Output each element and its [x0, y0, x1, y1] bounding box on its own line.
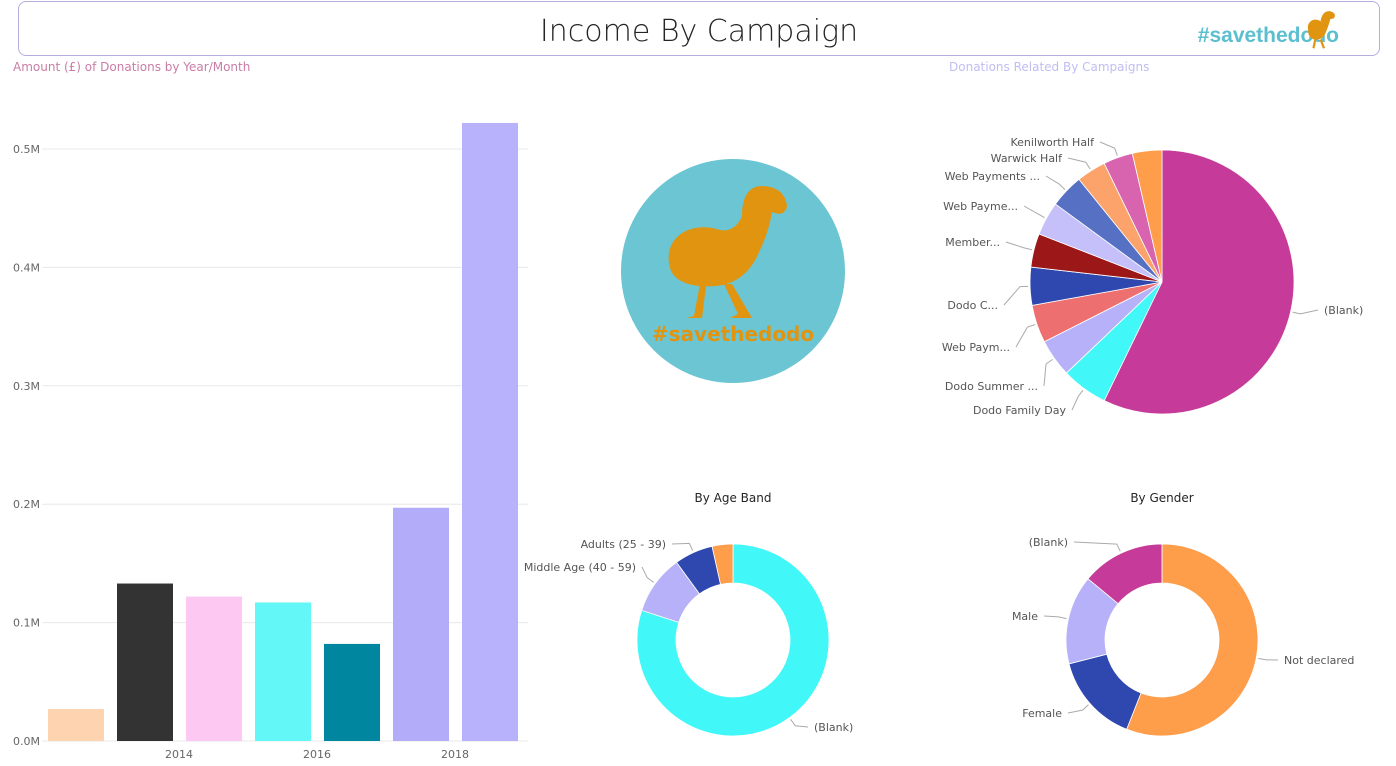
leader-line	[1015, 324, 1036, 348]
dodo-icon	[668, 186, 787, 318]
bar-2015	[186, 596, 242, 741]
slice-female	[1068, 653, 1142, 730]
slice-label: Adults (25 - 39)	[581, 538, 666, 551]
slice-not-declared	[1126, 543, 1259, 737]
slice-label: Member...	[945, 236, 1000, 249]
gender-title: By Gender	[1130, 491, 1194, 505]
leader-line	[671, 542, 694, 551]
slice-unlabeled	[1131, 149, 1163, 283]
leader-line	[1258, 657, 1279, 661]
leader-line	[790, 718, 809, 728]
page-title: Income By Campaign	[539, 14, 859, 49]
header-banner: Income By Campaign #savethedodo	[18, 1, 1380, 56]
logo-hashtag: #savethedodo	[652, 322, 814, 346]
pie-chart-label: Donations Related By Campaigns	[949, 60, 1150, 74]
y-tick-label: 0.3M	[13, 380, 40, 393]
leader-line	[1045, 175, 1066, 190]
campaigns-pie-chart: (Blank) Dodo Family Day Dodo Summer ... Web…	[942, 136, 1363, 417]
slice-label: Dodo Summer ...	[945, 380, 1038, 393]
bar-2017	[324, 643, 380, 741]
leader-line	[1005, 241, 1033, 251]
bar-2018	[393, 507, 449, 741]
slice-blank	[1087, 543, 1163, 605]
slice-blank	[636, 543, 830, 737]
leader-line	[1099, 141, 1118, 156]
slice-label: Web Payments ...	[945, 170, 1040, 183]
leader-line	[1043, 615, 1067, 620]
y-tick-label: 0.4M	[13, 261, 40, 274]
slice-label: Female	[1022, 707, 1062, 720]
slice-label: Web Paym...	[942, 341, 1010, 354]
y-tick-label: 0.2M	[13, 498, 40, 511]
slice-label: Dodo C...	[947, 299, 998, 312]
slice-label: Kenilworth Half	[1011, 136, 1096, 149]
age-band-title: By Age Band	[694, 491, 772, 505]
gender-donut-chart: Not declared Female Male (Blank)	[1012, 536, 1354, 737]
slice-label: Warwick Half	[991, 152, 1063, 165]
brand-hashtag: #savethedodo	[1197, 24, 1339, 47]
x-tick-label: 2014	[165, 748, 193, 761]
slice-label: Middle Age (40 - 59)	[524, 561, 636, 574]
slice-unlabeled	[711, 543, 734, 585]
leader-line	[641, 566, 655, 583]
leader-line	[1073, 541, 1121, 552]
leader-line	[1003, 285, 1029, 306]
x-tick-label: 2016	[303, 748, 331, 761]
slice-label: (Blank)	[814, 721, 853, 734]
slice-label: Web Payme...	[943, 200, 1018, 213]
slice-label: (Blank)	[1324, 304, 1363, 317]
slice-label: (Blank)	[1029, 536, 1068, 549]
bar-2014	[117, 583, 173, 741]
slice-label: Dodo Family Day	[973, 404, 1067, 417]
leader-line	[1292, 309, 1319, 315]
leader-line	[1023, 205, 1045, 218]
y-tick-label: 0.0M	[13, 735, 40, 748]
leader-line	[1043, 358, 1053, 387]
bar-chart-label: Amount (£) of Donations by Year/Month	[13, 60, 251, 74]
y-tick-label: 0.1M	[13, 617, 40, 630]
leader-line	[1067, 704, 1089, 714]
leader-line	[1071, 389, 1084, 411]
leader-line	[1067, 157, 1091, 170]
donations-bar-chart: 0.0M 0.1M 0.2M 0.3M 0.4M 0.5M 2014 2016 2018	[13, 122, 528, 761]
x-tick-label: 2018	[441, 748, 469, 761]
bar-2016	[255, 602, 311, 741]
slice-label: Not declared	[1284, 654, 1354, 667]
y-tick-label: 0.5M	[13, 143, 40, 156]
bar-2013	[48, 709, 104, 741]
dodo-icon	[1307, 11, 1335, 49]
slice-label: Male	[1012, 610, 1038, 623]
savethedodo-logo: #savethedodo	[621, 159, 845, 383]
slice-blank	[1103, 149, 1295, 415]
bar-2019	[462, 122, 518, 741]
age-band-donut-chart: (Blank) Middle Age (40 - 59) Adults (25 - …	[524, 538, 853, 737]
